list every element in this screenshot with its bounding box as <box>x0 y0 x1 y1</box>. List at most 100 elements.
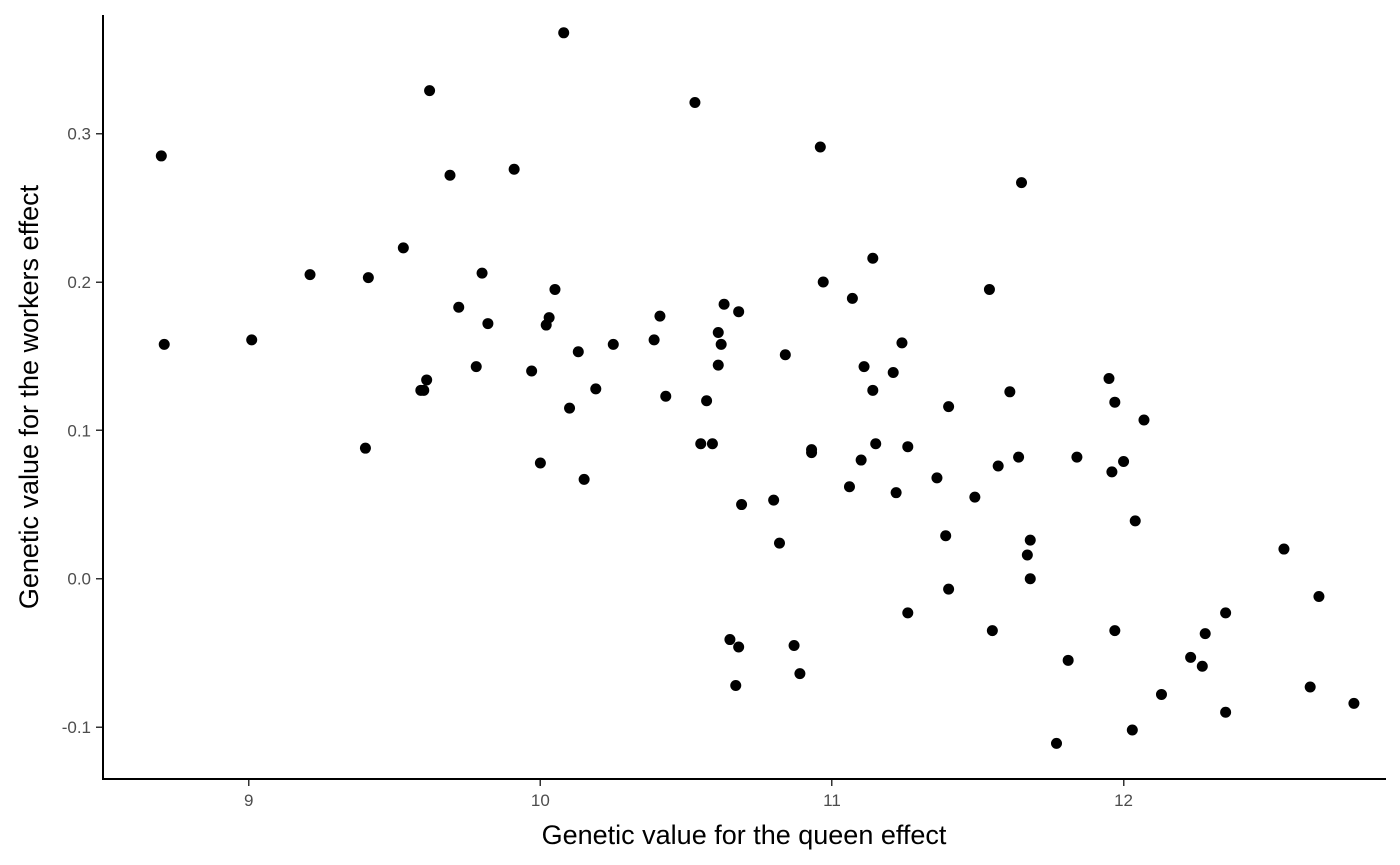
data-point <box>768 494 780 506</box>
data-point <box>648 334 660 346</box>
data-point <box>246 334 258 346</box>
data-point <box>983 283 995 295</box>
data-point <box>940 530 952 542</box>
data-point <box>482 318 494 330</box>
data-point <box>773 537 785 549</box>
data-point <box>715 338 727 350</box>
data-point <box>986 625 998 637</box>
data-point <box>558 27 570 39</box>
data-point <box>890 487 902 499</box>
data-point <box>362 272 374 284</box>
data-point <box>1304 681 1316 693</box>
data-point <box>718 298 730 310</box>
data-point <box>817 276 829 288</box>
data-point <box>1109 625 1121 637</box>
data-point <box>712 326 724 338</box>
data-point <box>1220 706 1232 718</box>
data-point <box>858 361 870 373</box>
data-point <box>788 639 800 651</box>
data-point <box>969 491 981 503</box>
data-point <box>902 607 914 619</box>
x-tick-label: 10 <box>531 791 550 810</box>
data-point <box>1051 737 1063 749</box>
data-point <box>1024 573 1036 585</box>
data-point <box>1126 724 1138 736</box>
data-point <box>794 668 806 680</box>
data-point <box>855 454 867 466</box>
data-point <box>867 252 879 264</box>
data-point <box>1016 177 1028 189</box>
data-point <box>543 312 555 324</box>
data-point <box>943 401 955 413</box>
data-point <box>730 680 742 692</box>
data-point <box>846 292 858 304</box>
data-point <box>1313 591 1325 603</box>
data-point <box>424 85 436 97</box>
data-point <box>1278 543 1290 555</box>
data-point <box>1348 697 1360 709</box>
y-axis-ticks: -0.1 0.0 0.1 0.2 0.3 <box>62 125 103 737</box>
data-point <box>733 306 745 318</box>
data-point <box>304 269 316 281</box>
data-point <box>654 310 666 322</box>
data-point <box>421 374 433 386</box>
x-tick-label: 11 <box>823 791 841 810</box>
data-point <box>1021 549 1033 561</box>
data-point <box>1062 654 1074 666</box>
data-point <box>607 338 619 350</box>
data-point <box>701 395 713 407</box>
data-point <box>1220 607 1232 619</box>
x-axis-ticks: 9 10 11 12 <box>244 779 1133 810</box>
data-point <box>1106 466 1118 478</box>
data-point <box>1103 372 1115 384</box>
data-point <box>896 337 908 349</box>
data-point <box>779 349 791 361</box>
y-tick-label: 0.3 <box>67 125 91 144</box>
data-point <box>736 499 748 511</box>
x-axis-title: Genetic value for the queen effect <box>542 820 947 850</box>
data-point <box>155 150 167 162</box>
x-tick-label: 12 <box>1114 791 1133 810</box>
data-point <box>1118 456 1130 468</box>
data-point <box>359 442 371 454</box>
data-point <box>470 361 482 373</box>
x-tick-label: 9 <box>244 791 253 810</box>
data-point <box>887 367 899 379</box>
data-point <box>733 641 745 653</box>
data-point <box>806 444 818 456</box>
data-point <box>1129 515 1141 527</box>
data-point <box>1196 660 1208 672</box>
data-point <box>712 359 724 371</box>
data-point <box>1155 688 1167 700</box>
data-point <box>418 384 430 396</box>
y-axis-title: Genetic value for the workers effect <box>14 184 44 609</box>
data-point <box>590 383 602 395</box>
data-point <box>724 634 736 646</box>
data-point <box>578 473 590 485</box>
data-point <box>572 346 584 358</box>
data-point <box>549 283 561 295</box>
data-point <box>564 402 576 414</box>
data-point <box>534 457 546 469</box>
y-tick-label: -0.1 <box>62 718 91 737</box>
data-point <box>397 242 409 254</box>
data-point <box>992 460 1004 472</box>
data-point <box>444 169 456 181</box>
data-point <box>526 365 538 377</box>
y-tick-label: 0.1 <box>67 421 91 440</box>
data-point <box>1199 628 1211 640</box>
data-point <box>695 438 707 450</box>
data-point <box>1024 534 1036 546</box>
data-point <box>1109 396 1121 408</box>
data-point <box>902 441 914 453</box>
data-point <box>660 390 672 402</box>
data-point <box>814 141 826 153</box>
data-point <box>1013 451 1025 463</box>
data-point <box>1138 414 1150 426</box>
y-tick-label: 0.0 <box>67 570 91 589</box>
data-point <box>931 472 943 484</box>
data-point <box>453 301 465 313</box>
data-point <box>476 267 488 279</box>
